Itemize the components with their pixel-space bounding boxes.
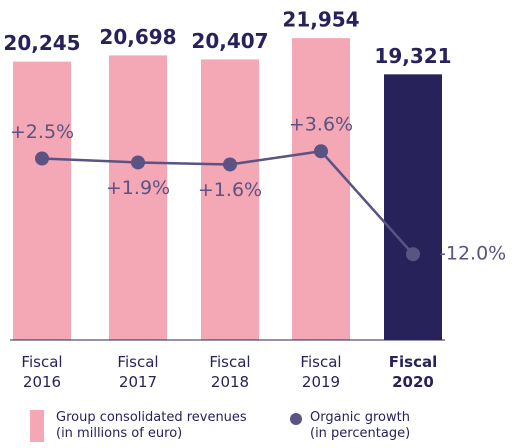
line-point bbox=[406, 247, 420, 262]
x-tick-label: Fiscal 2020 bbox=[389, 353, 437, 391]
legend-swatch bbox=[30, 410, 44, 442]
x-tick-label: Fiscal 2017 bbox=[117, 353, 158, 391]
bar-value-label: 20,698 bbox=[99, 25, 176, 49]
chart: 20,245 Fiscal 2016 20,698 Fiscal 2017 20,407 Fi… bbox=[3, 8, 506, 391]
legend-swatch bbox=[290, 413, 302, 425]
bar bbox=[201, 59, 259, 341]
bar bbox=[292, 38, 350, 340]
line-point bbox=[35, 151, 49, 166]
bar bbox=[384, 74, 442, 341]
line-point bbox=[131, 155, 145, 170]
legend-label: Group consolidated revenues (in millions… bbox=[56, 410, 247, 441]
bar-value-label: 21,954 bbox=[282, 8, 359, 32]
bar-value-label: 20,407 bbox=[191, 29, 268, 53]
x-tick-label: Fiscal 2018 bbox=[209, 353, 250, 391]
line-value-label: +1.6% bbox=[198, 179, 262, 201]
bar-value-label: 19,321 bbox=[374, 44, 451, 68]
bar-value-label: 20,245 bbox=[3, 31, 80, 55]
line-point bbox=[223, 157, 237, 172]
line-value-label: +3.6% bbox=[289, 114, 353, 136]
legend-label: Organic growth (in percentage) bbox=[310, 410, 411, 441]
bar bbox=[13, 61, 71, 340]
x-tick-label: Fiscal 2019 bbox=[300, 353, 341, 391]
line-value-label: -12.0% bbox=[439, 243, 506, 265]
bar bbox=[109, 55, 167, 341]
x-tick-label: Fiscal 2016 bbox=[21, 353, 62, 391]
line-point bbox=[314, 144, 328, 159]
line-value-label: +1.9% bbox=[106, 177, 170, 199]
line-value-label: +2.5% bbox=[10, 121, 74, 143]
